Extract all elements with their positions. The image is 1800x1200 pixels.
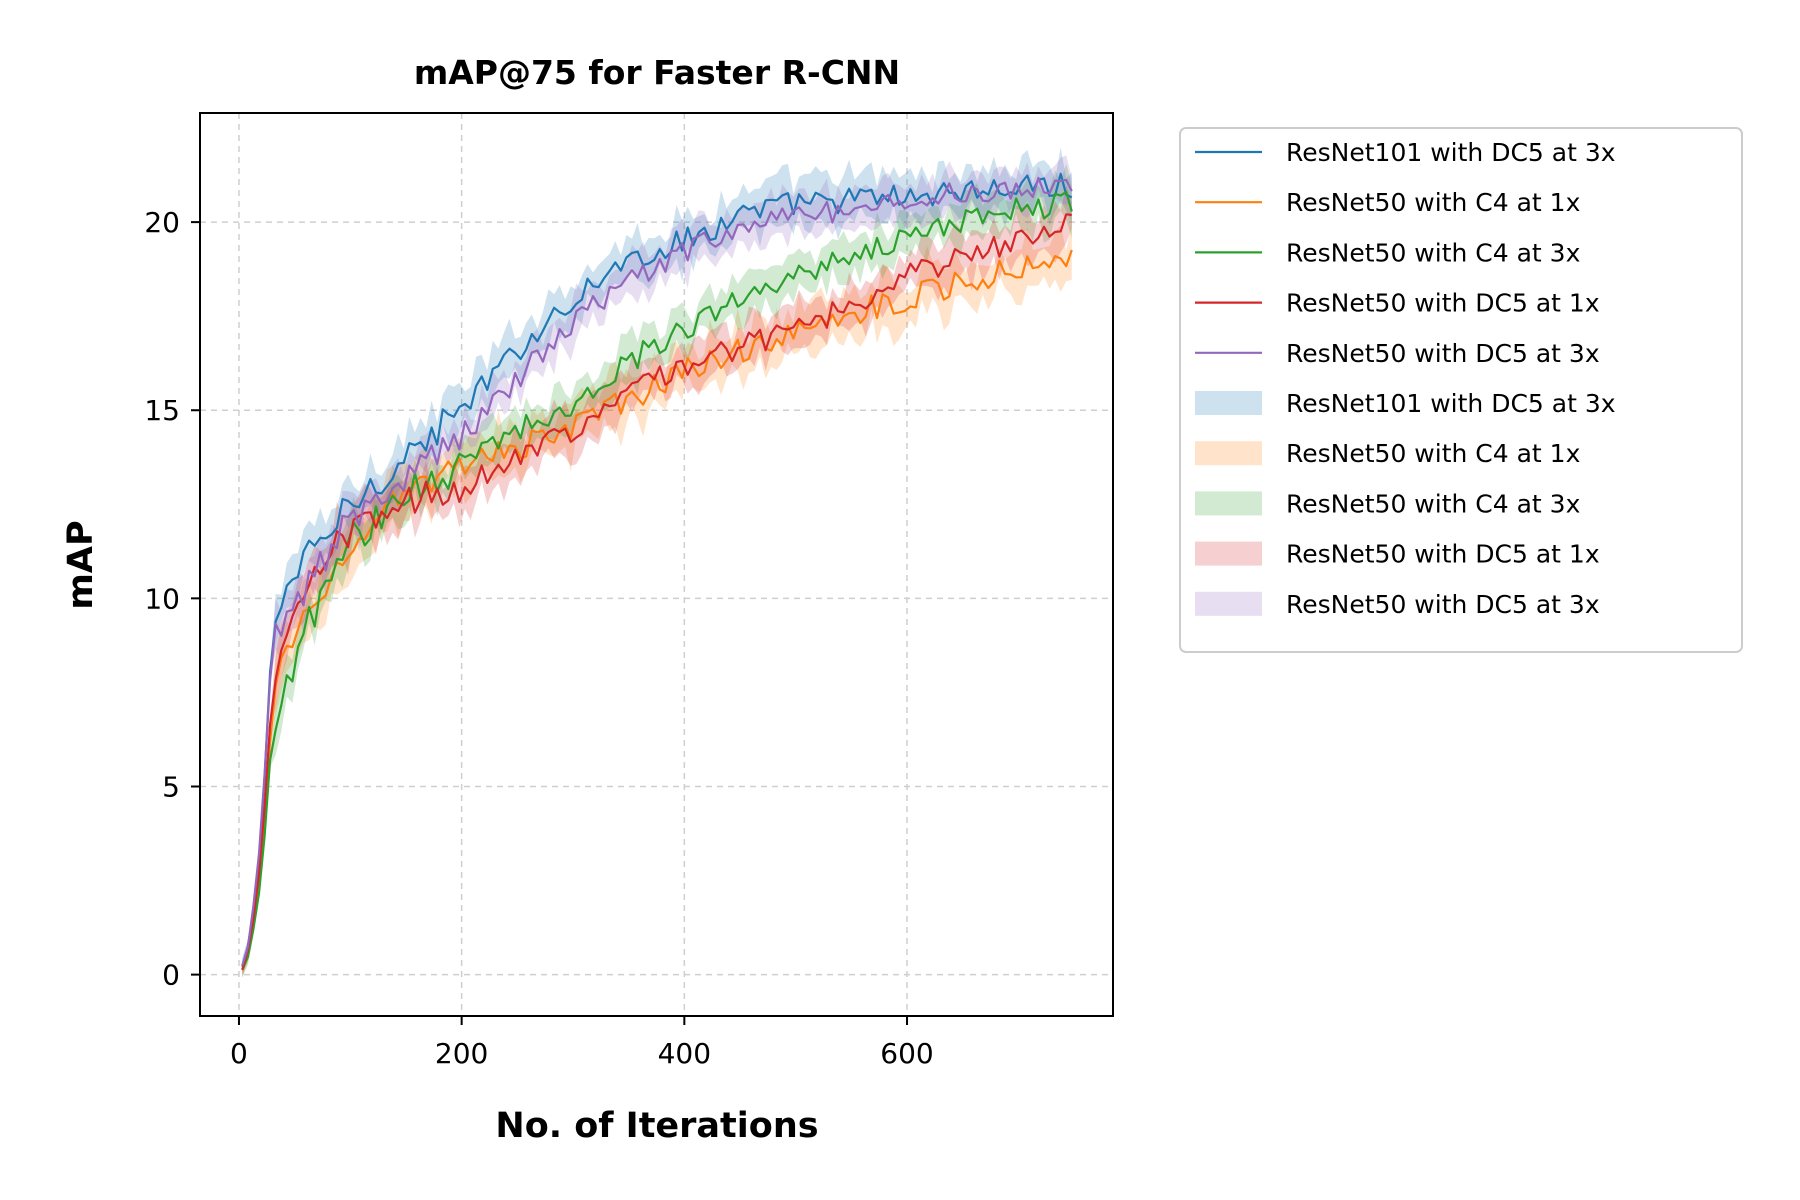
y-tick-label: 20 [144, 206, 180, 239]
series-line [241, 172, 1073, 967]
legend-band-swatch [1195, 541, 1262, 566]
series-line [241, 213, 1072, 970]
legend-label: ResNet50 with DC5 at 1x [1286, 289, 1600, 318]
legend: ResNet101 with DC5 at 3x ResNet50 with C4… [1179, 127, 1743, 653]
legend-label: ResNet101 with DC5 at 3x [1286, 389, 1616, 418]
confidence-bands [242, 147, 1072, 978]
chart-title: mAP@75 for Faster R-CNN [414, 53, 900, 92]
series-lines [241, 172, 1073, 971]
y-axis-label: mAP [61, 520, 101, 609]
plot-frame [199, 112, 1114, 1017]
y-tick-label: 10 [144, 582, 180, 615]
legend-label: ResNet50 with C4 at 3x [1286, 238, 1580, 267]
x-axis-label: No. of Iterations [495, 1106, 818, 1146]
legend-label: ResNet50 with DC5 at 1x [1286, 540, 1600, 569]
x-tick-label: 400 [658, 1037, 711, 1070]
x-tick-label: 0 [230, 1037, 248, 1070]
legend-label: ResNet50 with DC5 at 3x [1286, 590, 1600, 619]
x-tick-label: 200 [435, 1037, 488, 1070]
axis-ticks: 0 200 400 600 0 5 10 15 20 [144, 206, 933, 1070]
legend-label: ResNet50 with C4 at 3x [1286, 489, 1580, 518]
y-tick-label: 5 [162, 770, 180, 803]
series-line [241, 176, 1073, 966]
legend-band-swatch [1195, 441, 1262, 466]
legend-box [1179, 127, 1743, 653]
series-line [241, 190, 1073, 971]
legend-band-swatch [1195, 391, 1262, 415]
y-tick-label: 15 [144, 394, 180, 427]
grid [200, 113, 1113, 1016]
legend-band-swatch [1195, 491, 1262, 516]
legend-label: ResNet50 with C4 at 1x [1286, 188, 1580, 217]
legend-label: ResNet101 with DC5 at 3x [1286, 138, 1616, 167]
series-band [242, 185, 1072, 978]
legend-label: ResNet50 with DC5 at 3x [1286, 339, 1600, 368]
x-tick-label: 600 [880, 1037, 933, 1070]
legend-band-swatch [1195, 591, 1262, 616]
y-tick-label: 0 [162, 959, 180, 992]
legend-label: ResNet50 with C4 at 1x [1286, 439, 1580, 468]
